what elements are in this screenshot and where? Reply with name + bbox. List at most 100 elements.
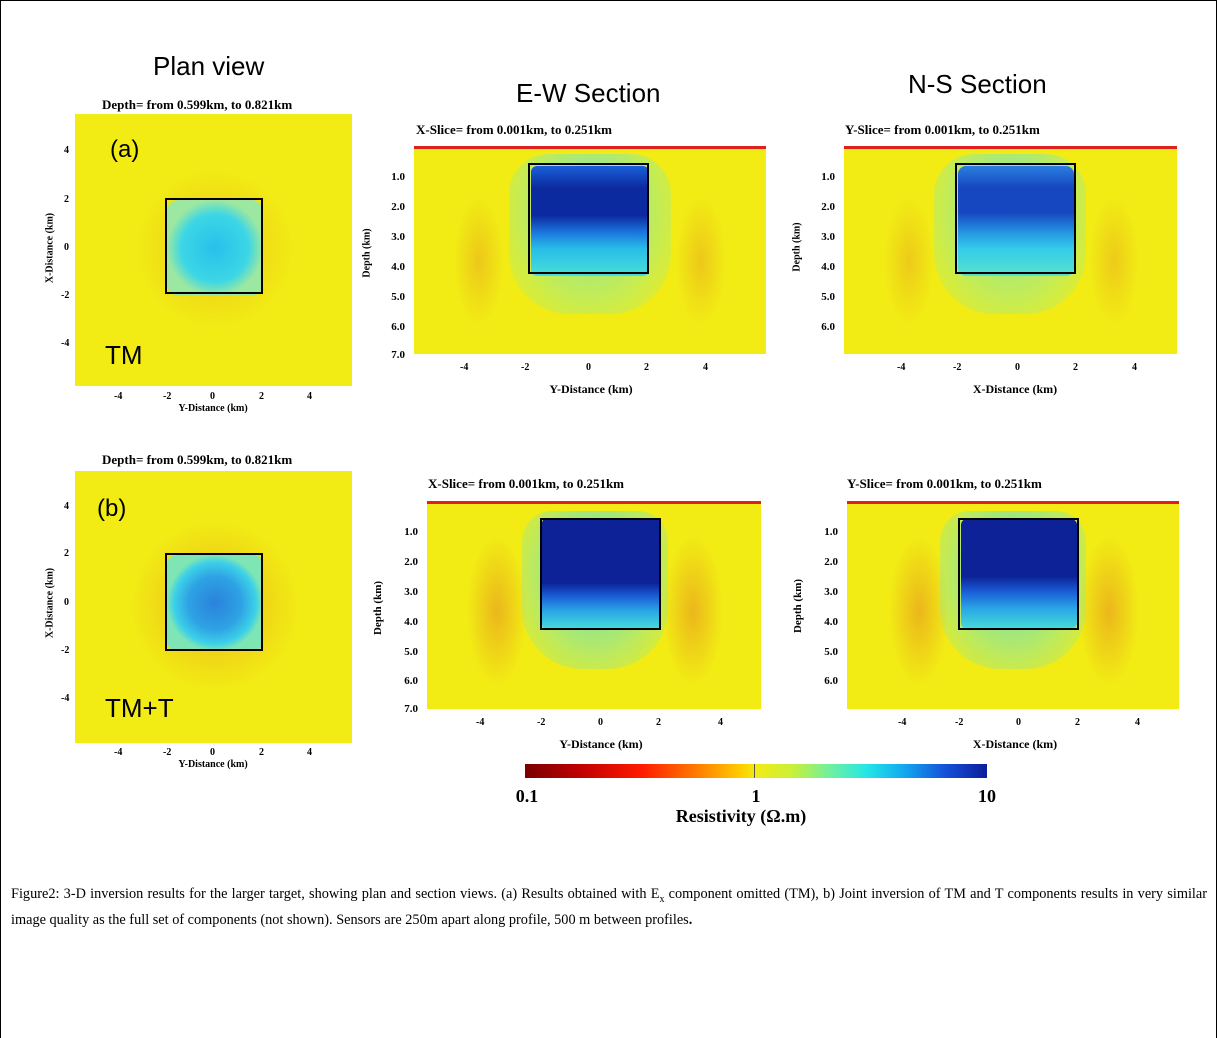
- ew-b-ylabel: Depth (km): [372, 580, 384, 636]
- plan-b-xtick: 0: [210, 747, 215, 758]
- ns-a-panel: [844, 146, 1177, 354]
- ew-a-ylabel: Depth (km): [361, 228, 373, 278]
- plan-b-ytick: -2: [61, 645, 70, 656]
- ns-b-xtick: 4: [1135, 717, 1140, 728]
- colorbar-mid-label: 1: [751, 786, 761, 806]
- caption-end: .: [688, 911, 693, 928]
- ew-b-depth-tick: 1.0: [404, 526, 418, 538]
- row-b-label: TM+T: [105, 693, 174, 723]
- ns-b-xtick: 0: [1016, 717, 1021, 728]
- plan-b-xtick: 2: [259, 747, 264, 758]
- ns-b-xlabel: X-Distance (km): [972, 737, 1058, 751]
- ew-a-depth-tick: 4.0: [391, 261, 405, 273]
- ns-a-depth-tick: 2.0: [821, 201, 835, 213]
- plan-a-xtick: 4: [307, 391, 312, 402]
- ns-b-depth-tick: 5.0: [824, 646, 838, 658]
- ew-b-xtick: 0: [598, 717, 603, 728]
- header-ns-section: N-S Section: [908, 69, 1047, 99]
- colorbar-min-label: 0.1: [515, 786, 539, 806]
- ns-b-depth-tick: 1.0: [824, 526, 838, 538]
- plan-a-ytick: -2: [61, 290, 70, 301]
- ew-a-xtick: 4: [703, 362, 708, 373]
- ew-b-xlabel: Y-Distance (km): [559, 737, 643, 751]
- row-a-label: TM: [105, 340, 143, 370]
- ew-b-title: X-Slice= from 0.001km, to 0.251km: [428, 476, 625, 491]
- plan-a-xlabel: Y-Distance (km): [178, 403, 248, 414]
- ns-a-xtick: 0: [1015, 362, 1020, 373]
- ns-b-depth-tick: 3.0: [824, 586, 838, 598]
- ew-a-depth-tick: 1.0: [391, 171, 405, 183]
- ew-a-title: X-Slice= from 0.001km, to 0.251km: [416, 122, 613, 137]
- colorbar-mid-marker: [754, 764, 755, 778]
- plan-a-ytick: 4: [64, 145, 69, 156]
- ew-b-depth-tick: 3.0: [404, 586, 418, 598]
- plan-b-ytick: -4: [61, 693, 70, 704]
- ns-b-xtick: -2: [955, 717, 964, 728]
- ew-a-xtick: 0: [586, 362, 591, 373]
- ew-b-xtick: 4: [718, 717, 723, 728]
- ew-a-xtick: -4: [460, 362, 469, 373]
- plan-a-xtick: 2: [259, 391, 264, 402]
- ns-a-title: Y-Slice= from 0.001km, to 0.251km: [845, 122, 1040, 137]
- plan-a-xtick: -2: [163, 391, 172, 402]
- ns-a-xtick: 2: [1073, 362, 1078, 373]
- ns-b-depth-tick: 6.0: [824, 675, 838, 687]
- colorbar-max-label: 10: [978, 786, 996, 806]
- plan-a-panel: (a) TM: [75, 114, 352, 386]
- ew-b-xtick: -4: [476, 717, 485, 728]
- plan-a-xtick: 0: [210, 391, 215, 402]
- figure-caption: Figure2: 3-D inversion results for the l…: [11, 884, 1207, 930]
- ns-b-xtick: -4: [898, 717, 907, 728]
- ns-b-depth-tick: 2.0: [824, 556, 838, 568]
- resistivity-colorbar: [525, 764, 987, 778]
- ew-b-xtick: 2: [656, 717, 661, 728]
- ew-a-depth-tick: 3.0: [391, 231, 405, 243]
- plan-a-title: Depth= from 0.599km, to 0.821km: [102, 97, 293, 112]
- plan-b-panel: (b) TM+T: [75, 471, 352, 743]
- ns-a-depth-tick: 6.0: [821, 321, 835, 333]
- ns-b-title: Y-Slice= from 0.001km, to 0.251km: [847, 476, 1042, 491]
- ns-b-ylabel: Depth (km): [792, 578, 804, 634]
- header-ew-section: E-W Section: [516, 78, 661, 108]
- ns-a-xlabel: X-Distance (km): [972, 382, 1058, 396]
- plan-b-ylabel: X-Distance (km): [44, 567, 56, 639]
- header-plan-view: Plan view: [153, 51, 265, 81]
- row-a-letter: (a): [110, 136, 140, 163]
- plan-b-title: Depth= from 0.599km, to 0.821km: [102, 452, 293, 467]
- ew-a-depth-tick: 6.0: [391, 321, 405, 333]
- ns-b-xtick: 2: [1075, 717, 1080, 728]
- ew-a-depth-tick: 7.0: [391, 349, 405, 361]
- ew-a-depth-tick: 2.0: [391, 201, 405, 213]
- ew-b-depth-tick: 4.0: [404, 616, 418, 628]
- caption-subscript: x: [659, 893, 665, 905]
- ns-b-depth-tick: 4.0: [824, 616, 838, 628]
- plan-b-xtick: -2: [163, 747, 172, 758]
- ns-a-ylabel: Depth (km): [791, 222, 803, 272]
- plan-b-xlabel: Y-Distance (km): [178, 759, 248, 770]
- plan-b-xtick: -4: [114, 747, 123, 758]
- caption-text-1: Figure2: 3-D inversion results for the l…: [11, 886, 660, 902]
- ew-a-xtick: -2: [521, 362, 530, 373]
- plan-b-ytick: 4: [64, 501, 69, 512]
- ew-b-panel: [427, 501, 761, 709]
- plan-b-xtick: 4: [307, 747, 312, 758]
- ew-b-depth-tick: 2.0: [404, 556, 418, 568]
- colorbar-title: Resistivity (Ω.m): [675, 806, 807, 826]
- ns-a-xtick: -2: [953, 362, 962, 373]
- ns-a-depth-tick: 3.0: [821, 231, 835, 243]
- plan-b-ytick: 0: [64, 597, 69, 608]
- ew-a-xlabel: Y-Distance (km): [549, 382, 633, 396]
- ew-a-panel: [414, 146, 766, 354]
- ew-b-depth-tick: 7.0: [404, 703, 418, 715]
- ns-a-xtick: 4: [1132, 362, 1137, 373]
- ns-a-depth-tick: 1.0: [821, 171, 835, 183]
- plan-a-ylabel: X-Distance (km): [44, 212, 56, 284]
- ns-a-xtick: -4: [897, 362, 906, 373]
- ns-a-depth-tick: 4.0: [821, 261, 835, 273]
- ew-b-xtick: -2: [537, 717, 546, 728]
- row-b-letter: (b): [97, 495, 127, 522]
- ew-a-xtick: 2: [644, 362, 649, 373]
- ns-b-panel: [847, 501, 1179, 709]
- plan-b-ytick: 2: [64, 548, 69, 559]
- ew-b-depth-tick: 5.0: [404, 646, 418, 658]
